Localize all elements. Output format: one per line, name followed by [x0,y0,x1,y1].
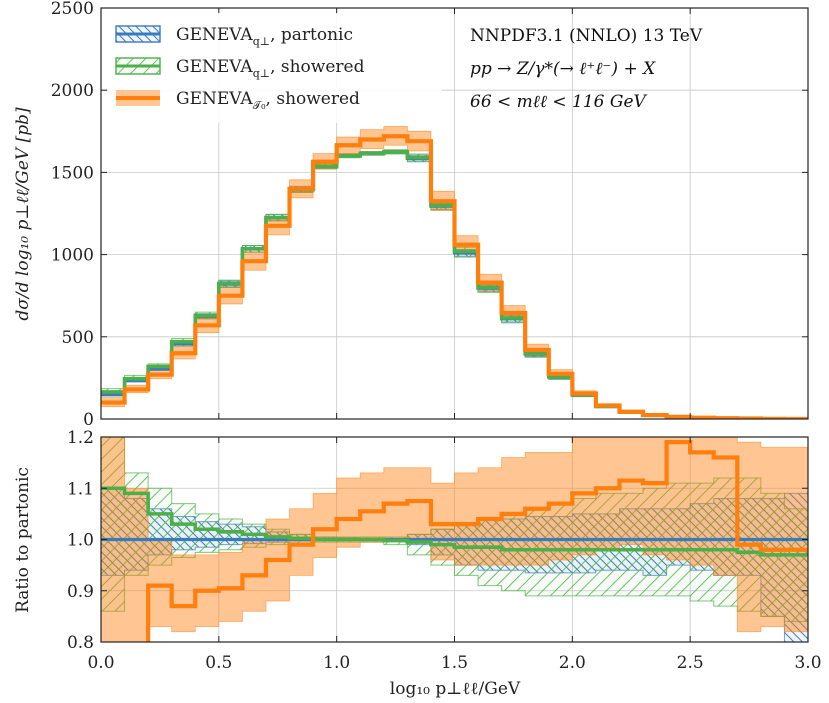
ratio-y-tick-label: 1.1 [67,479,94,499]
ratio-panel-plot [101,437,808,642]
legend-entry-2: GENEVA𝒯₀, showered [116,89,360,112]
ratio-y-tick-label: 0.8 [67,633,94,653]
main-y-tick-label: 0 [83,410,94,430]
ratio-x-tick-label: 0.0 [87,653,114,673]
main-panel-ticks: 0 500 1000 1500 2000 2500 [51,0,809,430]
main-y-axis-label: dσ/d log₁₀ p⊥ℓℓ/GeV [pb] [13,107,33,321]
main-y-tick-label: 2000 [51,81,94,101]
ratio-x-tick-label: 0.5 [205,653,232,673]
legend-entry-1: GENEVAq⊥, showered [115,57,365,80]
legend: GENEVAq⊥, partonic GENEVAq⊥, showered GENE… [108,13,442,123]
main-y-tick-label: 1000 [51,246,94,266]
ratio-x-tick-label: 1.5 [441,653,468,673]
ratio-y-tick-label: 1.0 [67,531,94,551]
ratio-line-series-2 [146,440,808,642]
ratio-line-series-1 [101,486,808,557]
annotation-mass-window: 66 < mℓℓ < 116 GeV [470,92,648,112]
main-y-tick-label: 1500 [51,163,94,183]
x-axis-label: log₁₀ p⊥ℓℓ/GeV [390,679,521,699]
ratio-y-axis-label: Ratio to partonic [13,467,33,613]
main-band-series-2 [101,125,808,419]
main-y-tick-label: 2500 [51,0,94,19]
ratio-panel-ticks: 0.0 0.5 1.0 1.5 2.0 2.5 3.0 0.8 0.9 1.0 1.1 1.2 [67,428,822,673]
main-y-tick-label: 500 [62,328,94,348]
ratio-y-tick-label: 0.9 [67,582,94,602]
ratio-x-tick-label: 2.0 [559,653,586,673]
legend-background [108,13,442,123]
legend-label-0: GENEVAq⊥, partonic [176,25,353,48]
annotations: NNPDF3.1 (NNLO) 13 TeV pp → Z/γ*(→ ℓ⁺ℓ⁻)… [470,26,703,112]
ratio-x-tick-label: 2.5 [677,653,704,673]
legend-label-2: GENEVA𝒯₀, showered [176,89,360,112]
annotation-pdf: NNPDF3.1 (NNLO) 13 TeV [470,26,703,46]
ratio-y-tick-label: 1.2 [67,428,94,448]
legend-label-1: GENEVAq⊥, showered [176,57,365,80]
annotation-process: pp → Z/γ*(→ ℓ⁺ℓ⁻) + X [470,59,656,79]
ratio-x-tick-label: 3.0 [794,653,821,673]
ratio-x-tick-label: 1.0 [323,653,350,673]
legend-entry-0: GENEVAq⊥, partonic [115,25,353,48]
